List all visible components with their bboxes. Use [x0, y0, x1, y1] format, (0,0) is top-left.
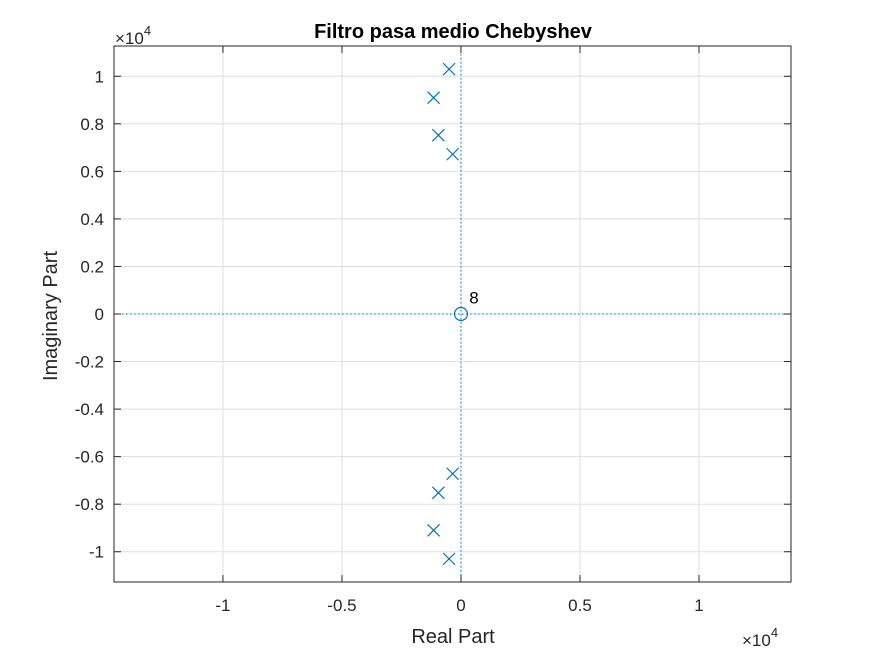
x-tick-label: -1: [215, 596, 230, 615]
pole-marker: [431, 486, 445, 500]
pole-marker: [427, 523, 441, 537]
pole-marker: [446, 147, 460, 161]
pole-stroke: [442, 552, 456, 566]
pole-stroke: [446, 467, 460, 481]
y-axis-exponent: ×104: [115, 23, 151, 48]
x-tick-label: 0.5: [568, 596, 592, 615]
x-exponent-power: 4: [771, 625, 778, 640]
x-tick-label: -0.5: [327, 596, 356, 615]
pole-marker: [442, 552, 456, 566]
y-tick-label: 0.2: [80, 257, 104, 276]
pole-marker: [446, 467, 460, 481]
y-tick-label: 0.6: [80, 162, 104, 181]
y-tick-label: -0.6: [75, 448, 104, 467]
pole-stroke: [446, 147, 460, 161]
x-tick-label: 1: [694, 596, 703, 615]
y-tick-label: -0.2: [75, 353, 104, 372]
zero-multiplicity-label: 8: [469, 288, 478, 307]
x-exponent-base: ×10: [742, 631, 771, 650]
x-axis-exponent: ×104: [742, 625, 778, 650]
pole-stroke: [431, 486, 445, 500]
x-axis-label: Real Part: [411, 626, 495, 648]
y-tick-label: -0.4: [75, 400, 104, 419]
pole-zero-marks: 8: [427, 62, 479, 566]
y-axis-ticks: -1 -0.8 -0.6 -0.4 -0.2 0 0.2 0.4 0.6 0.8 1: [75, 67, 791, 562]
x-axis-ticks: -1 -0.5 0 0.5 1: [215, 46, 704, 615]
y-axis-label: Imaginary Part: [40, 251, 62, 381]
x-tick-label: 0: [456, 596, 465, 615]
chart-title: Filtro pasa medio Chebyshev: [314, 21, 593, 43]
y-tick-label: 0.4: [80, 210, 104, 229]
pole-marker: [442, 62, 456, 76]
zero-marker: [453, 306, 469, 322]
y-tick-label: 1: [95, 67, 104, 86]
y-tick-label: -0.8: [75, 495, 104, 514]
pole-stroke: [427, 523, 441, 537]
y-tick-label: 0.8: [80, 115, 104, 134]
y-exponent-base: ×10: [115, 29, 144, 48]
pole-stroke: [427, 91, 441, 105]
y-tick-label: 0: [95, 305, 104, 324]
pole-stroke: [431, 128, 445, 142]
y-tick-label: -1: [89, 543, 104, 562]
grid-lines: [114, 46, 791, 582]
pole-stroke: [442, 62, 456, 76]
reference-axes: [114, 46, 791, 582]
pole-marker: [431, 128, 445, 142]
y-exponent-power: 4: [144, 23, 151, 38]
pole-marker: [427, 91, 441, 105]
